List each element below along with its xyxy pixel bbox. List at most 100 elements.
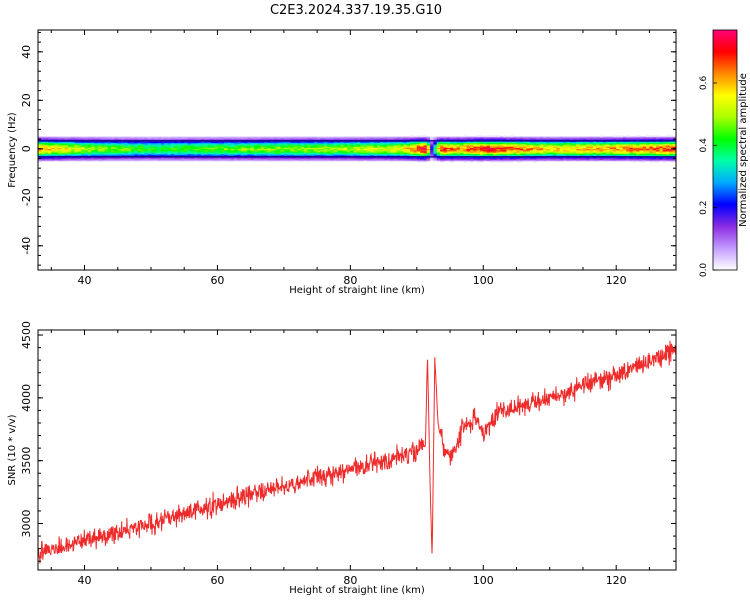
heatmap-cell: [180, 153, 185, 156]
heatmap-cell: [190, 154, 195, 157]
heatmap-cell: [443, 136, 448, 139]
heatmap-cell: [94, 153, 99, 156]
heatmap-cell: [652, 143, 657, 146]
heatmap-cell: [207, 137, 212, 140]
heatmap-cell: [343, 150, 348, 152]
heatmap-cell: [167, 154, 172, 157]
heatmap-cell: [91, 136, 95, 139]
heatmap-cell: [164, 146, 168, 148]
heatmap-cell: [150, 157, 155, 159]
heatmap-cell: [190, 139, 195, 141]
heatmap-cell: [244, 152, 248, 154]
heatmap-cell: [54, 137, 59, 140]
heatmap-cell: [479, 159, 484, 162]
heatmap-cell: [111, 145, 115, 147]
heatmap-cell: [227, 152, 232, 154]
heatmap-cell: [187, 148, 192, 151]
heatmap-cell: [489, 136, 494, 139]
heatmap-cell: [413, 146, 418, 148]
heatmap-cell: [582, 151, 587, 153]
heatmap-cell: [67, 148, 72, 151]
heatmap-cell: [154, 150, 158, 152]
heatmap-cell: [97, 148, 102, 151]
heatmap-cell: [360, 152, 364, 154]
heatmap-cell: [250, 141, 255, 144]
heatmap-cell: [141, 142, 145, 145]
heatmap-cell: [180, 142, 185, 145]
heatmap-cell: [210, 147, 215, 150]
heatmap-cell: [460, 151, 464, 153]
heatmap-cell: [553, 153, 557, 156]
heatmap-cell: [416, 136, 421, 139]
heatmap-cell: [157, 157, 162, 159]
heatmap-cell: [160, 151, 165, 153]
heatmap-cell: [499, 137, 504, 140]
heatmap-cell: [177, 145, 182, 147]
heatmap-cell: [320, 152, 325, 154]
heatmap-cell: [44, 139, 49, 141]
heatmap-cell: [450, 152, 454, 154]
heatmap-cell: [396, 157, 401, 159]
heatmap-cell: [64, 146, 69, 148]
heatmap-cell: [327, 143, 331, 146]
heatmap-cell: [127, 150, 132, 152]
heatmap-cell: [616, 150, 620, 152]
x-tick-label: 100: [473, 274, 494, 287]
heatmap-cell: [141, 139, 145, 141]
heatmap-cell: [137, 157, 142, 159]
heatmap-cell: [234, 142, 238, 145]
heatmap-cell: [370, 139, 374, 141]
heatmap-cell: [187, 153, 192, 156]
heatmap-cell: [629, 154, 634, 157]
heatmap-cell: [253, 153, 258, 156]
heatmap-cell: [184, 158, 188, 160]
heatmap-cell: [180, 145, 185, 147]
heatmap-cell: [74, 137, 79, 140]
heatmap-cell: [224, 158, 228, 160]
heatmap-cell: [97, 137, 102, 140]
heatmap-cell: [622, 146, 627, 148]
heatmap-cell: [111, 136, 115, 139]
heatmap-cell: [330, 143, 335, 146]
heatmap-cell: [519, 147, 524, 150]
heatmap-cell: [652, 150, 657, 152]
heatmap-cell: [516, 158, 521, 160]
heatmap-cell: [240, 137, 245, 140]
heatmap-cell: [353, 143, 358, 146]
heatmap-cell: [101, 136, 105, 139]
heatmap-cell: [586, 148, 590, 151]
heatmap-cell: [440, 137, 444, 140]
heatmap-cell: [479, 147, 484, 150]
heatmap-cell: [320, 139, 325, 141]
heatmap-cell: [642, 152, 647, 154]
heatmap-cell: [293, 153, 298, 156]
heatmap-cell: [596, 150, 600, 152]
heatmap-cell: [649, 135, 654, 137]
heatmap-cell: [240, 143, 245, 146]
heatmap-cell: [376, 147, 381, 150]
heatmap-cell: [124, 143, 129, 146]
heatmap-cell: [343, 146, 348, 148]
heatmap-cell: [107, 150, 112, 152]
heatmap-cell: [380, 148, 384, 151]
heatmap-cell: [77, 148, 82, 151]
heatmap-cell: [659, 145, 664, 147]
heatmap-cell: [167, 139, 172, 141]
heatmap-cell: [194, 146, 198, 148]
heatmap-cell: [549, 137, 554, 140]
heatmap-cell: [177, 147, 182, 150]
heatmap-cell: [124, 158, 129, 160]
heatmap-cell: [220, 154, 225, 157]
heatmap-cell: [586, 145, 590, 147]
heatmap-cell: [224, 157, 228, 159]
heatmap-cell: [347, 151, 351, 153]
heatmap-cell: [154, 157, 158, 159]
heatmap-cell: [612, 154, 617, 157]
heatmap-cell: [473, 148, 477, 151]
heatmap-cell: [41, 137, 45, 140]
heatmap-cell: [141, 141, 145, 144]
heatmap-cell: [71, 142, 75, 145]
heatmap-cell: [479, 157, 484, 159]
heatmap-cell: [646, 136, 650, 139]
heatmap-cell: [486, 157, 491, 159]
